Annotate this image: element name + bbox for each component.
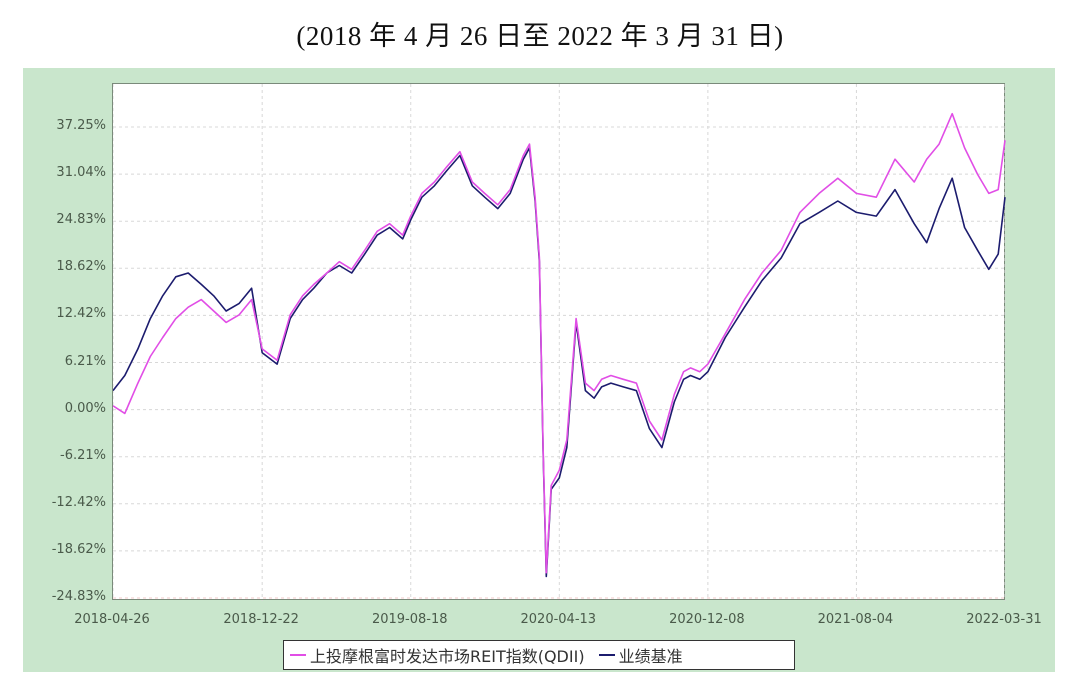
y-tick-label: -24.83% bbox=[51, 589, 106, 604]
x-tick-label: 2018-12-22 bbox=[223, 612, 299, 627]
y-tick-label: 24.83% bbox=[56, 212, 106, 228]
y-tick-label: 6.21% bbox=[64, 353, 106, 369]
gridlines bbox=[113, 84, 1006, 601]
legend-label-fund: 上投摩根富时发达市场REIT指数(QDII) bbox=[310, 647, 585, 666]
legend-item-fund: 上投摩根富时发达市场REIT指数(QDII) bbox=[290, 643, 585, 667]
chart-title: (2018 年 4 月 26 日至 2022 年 3 月 31 日) bbox=[296, 21, 784, 51]
x-tick-label: 2020-12-08 bbox=[669, 612, 745, 627]
y-tick-label: 18.62% bbox=[56, 259, 106, 275]
line-chart bbox=[113, 84, 1006, 601]
x-tick-label: 2021-08-04 bbox=[817, 612, 894, 627]
y-tick-label: 37.25% bbox=[56, 118, 106, 133]
legend-label-benchmark: 业绩基准 bbox=[618, 647, 683, 666]
y-tick-label: 12.42% bbox=[56, 306, 106, 322]
benchmark-swatch-icon bbox=[598, 654, 615, 656]
x-tick-label: 2020-04-13 bbox=[520, 612, 597, 627]
y-tick-label: 0.00% bbox=[64, 400, 106, 416]
x-tick-label: 2018-04-26 bbox=[74, 612, 150, 627]
legend-item-benchmark: 业绩基准 bbox=[598, 643, 683, 667]
y-tick-label: 31.04% bbox=[56, 165, 106, 181]
x-tick-label: 2019-08-18 bbox=[371, 612, 448, 627]
x-tick-label: 2022-03-31 bbox=[966, 612, 1042, 627]
fund-swatch-icon bbox=[290, 654, 306, 656]
y-tick-label: -18.62% bbox=[51, 541, 106, 557]
plot-area bbox=[112, 83, 1006, 601]
y-tick-label: -6.21% bbox=[60, 447, 106, 463]
fund-line bbox=[113, 112, 1006, 574]
y-tick-label: -12.42% bbox=[51, 494, 106, 510]
legend: 上投摩根富时发达市场REIT指数(QDII) 业绩基准 bbox=[283, 640, 795, 670]
